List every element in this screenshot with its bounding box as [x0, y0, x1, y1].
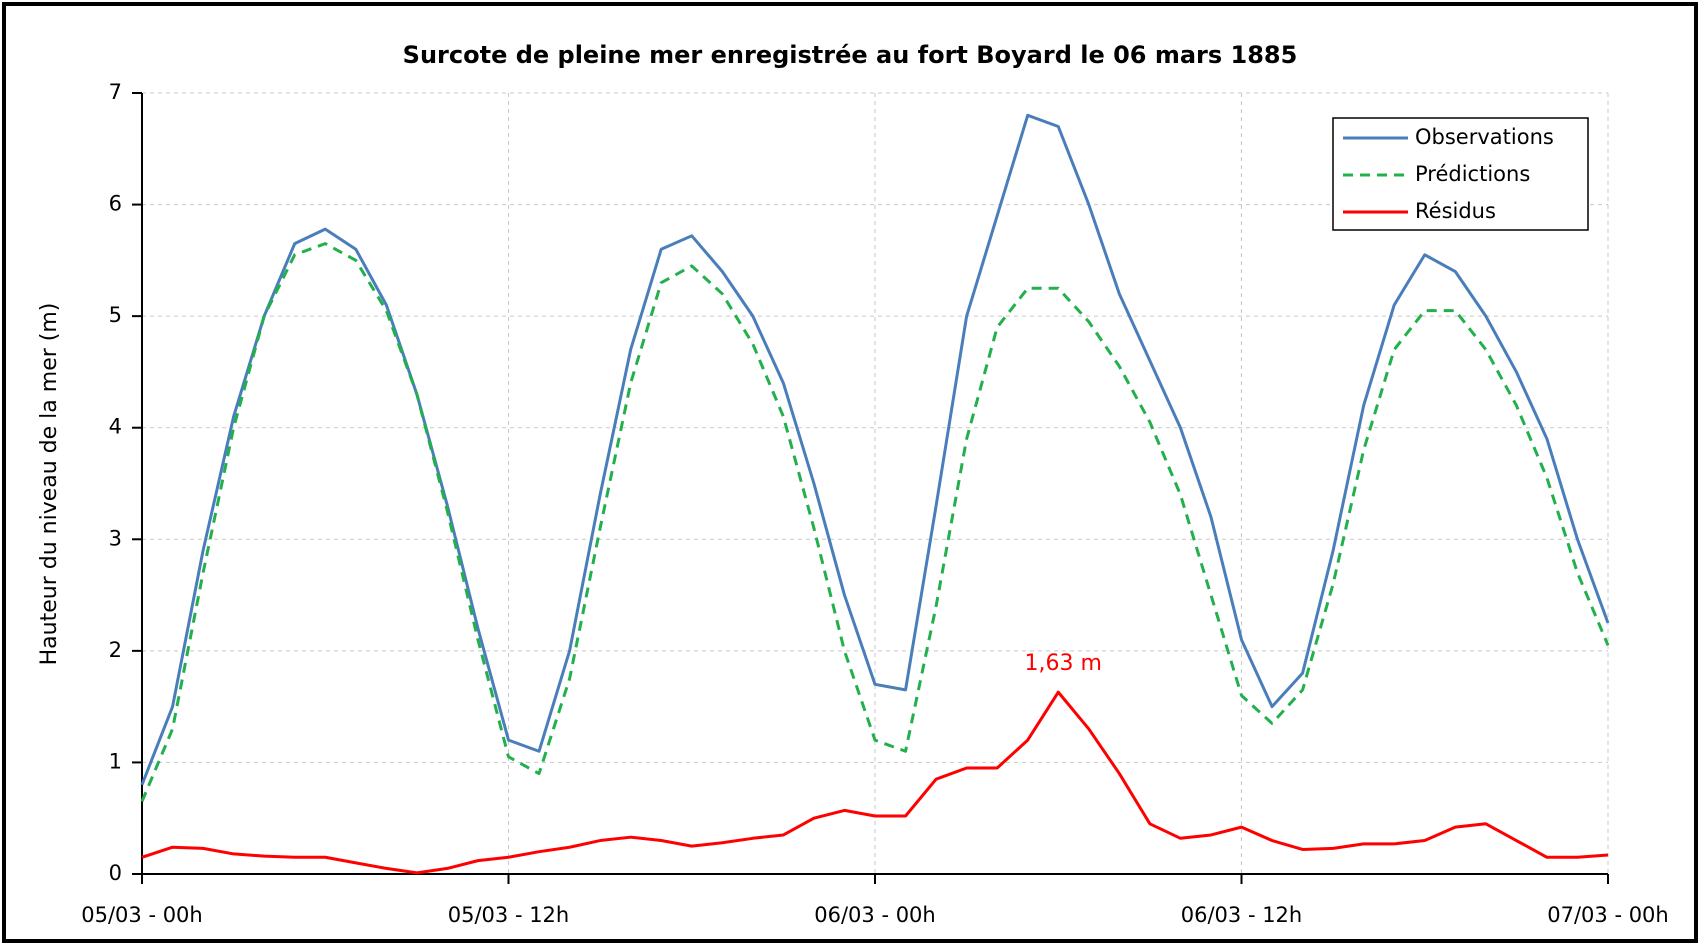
series-line: [141, 690, 1609, 875]
chart-title: Surcote de pleine mer enregistrée au for…: [403, 41, 1298, 69]
annotation: 1,63 m: [1025, 651, 1102, 676]
y-tick-label: 4: [109, 415, 122, 439]
legend-label: Prédictions: [1415, 162, 1530, 186]
y-axis-label: Hauteur du niveau de la mer (m): [37, 303, 62, 666]
y-tick-label: 7: [109, 80, 122, 104]
legend-label: Observations: [1415, 125, 1554, 149]
series-line: [140, 242, 1610, 803]
y-tick-label: 0: [109, 861, 122, 885]
x-tick-label: 06/03 - 12h: [1181, 903, 1302, 927]
y-tick-label: 2: [109, 638, 122, 662]
x-tick-label: 05/03 - 00h: [81, 903, 202, 927]
x-tick-label: 06/03 - 00h: [814, 903, 935, 927]
legend-label: Résidus: [1415, 199, 1496, 223]
x-tick-label: 07/03 - 00h: [1547, 903, 1668, 927]
y-tick-label: 5: [109, 303, 122, 327]
x-tick-label: 05/03 - 12h: [448, 903, 569, 927]
y-tick-label: 3: [109, 526, 122, 550]
series-line: [140, 113, 1610, 786]
y-tick-label: 1: [109, 749, 122, 773]
y-tick-label: 6: [109, 192, 122, 216]
